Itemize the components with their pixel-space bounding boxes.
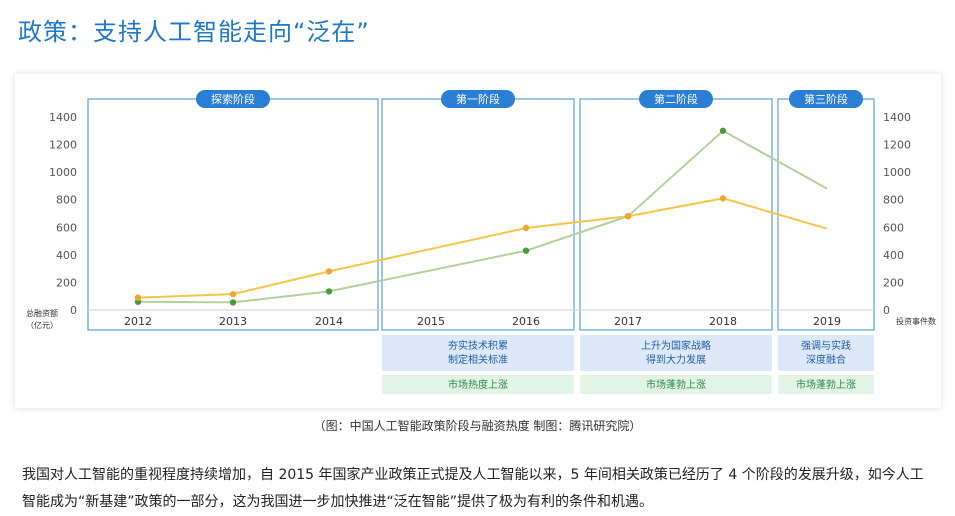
phase-market-label: 市场蓬勃上涨 (646, 378, 706, 391)
funding-data-point (229, 290, 237, 298)
left-axis-tick: 600 (56, 221, 77, 234)
x-axis-tick: 2015 (417, 315, 445, 328)
funding-data-point (325, 268, 333, 275)
phase-description-line: 深度融合 (806, 353, 846, 366)
funding-data-point (522, 224, 530, 232)
phase-box (579, 98, 773, 331)
left-axis-label: 总融资额 (26, 308, 58, 318)
phase-description-line: 夯实技术积累 (448, 339, 508, 352)
phase-description-line: 上升为国家战略 (641, 339, 711, 352)
funding-data-point (624, 213, 632, 220)
phase-market-label: 市场蓬勃上涨 (796, 378, 856, 391)
phase-description-line: 强调与实践 (801, 339, 851, 352)
phase-market-box (778, 375, 874, 394)
funding-data-point (134, 294, 142, 301)
phase-market-box (382, 375, 574, 394)
investment-events-data-point (719, 127, 727, 134)
phase-label-pill (441, 90, 515, 108)
right-axis-tick: 600 (883, 221, 904, 234)
phase-label: 第一阶段 (456, 92, 500, 106)
left-axis-tick: 1000 (49, 166, 77, 179)
phase-market-box (580, 375, 772, 394)
phase-box (381, 98, 575, 331)
left-axis-unit: （亿元） (26, 320, 58, 330)
phase-label-pill (789, 90, 863, 108)
left-axis-tick: 800 (56, 194, 77, 207)
x-axis-tick: 2014 (315, 315, 343, 328)
right-axis-tick: 1400 (883, 111, 911, 124)
investment-events-series-line (137, 129, 828, 304)
body-paragraph: 我国对人工智能的重视程度持续增加，自 2015 年国家产业政策正式提及人工智能以… (22, 467, 924, 510)
phase-description-box (382, 335, 574, 371)
phase-label: 第三阶段 (804, 92, 848, 106)
phase-label: 探索阶段 (211, 92, 255, 106)
phase-description-line: 得到大力发展 (646, 353, 706, 366)
right-axis-label: 投资事件数 (896, 316, 936, 326)
left-axis-tick: 1200 (49, 139, 77, 152)
right-axis-tick: 800 (883, 194, 904, 207)
page-title: 政策：支持人工智能走向“泛在” (18, 18, 370, 46)
x-axis-tick: 2012 (124, 315, 152, 328)
funding-series-line (137, 197, 828, 299)
x-axis-tick: 2017 (614, 315, 642, 328)
phase-label-pill (196, 90, 270, 108)
x-axis-tick: 2016 (512, 315, 540, 328)
investment-events-data-point (325, 288, 333, 295)
phase-label: 第二阶段 (654, 92, 698, 106)
right-axis-tick: 0 (883, 304, 890, 317)
left-axis-tick: 200 (56, 276, 77, 289)
funding-data-point (719, 195, 727, 202)
chart-card: 探索阶段 第一阶段夯实技术积累 制定相关标准 市场热度上涨 第二阶段上升为国家战略 得到大… (15, 74, 941, 408)
right-axis-tick: 400 (883, 249, 904, 262)
right-axis-tick: 200 (883, 276, 904, 289)
phase-description-box (580, 335, 772, 371)
investment-events-data-point (522, 247, 530, 254)
right-axis-tick: 1000 (883, 166, 911, 179)
phase-description-box (778, 335, 874, 371)
investment-events-data-point (229, 299, 237, 306)
left-axis-tick: 400 (56, 249, 77, 262)
phase-box (777, 98, 875, 331)
phase-market-label: 市场热度上涨 (448, 378, 508, 391)
x-axis-tick: 2018 (709, 315, 737, 328)
phase-label-pill (639, 90, 713, 108)
left-axis-tick: 1400 (49, 111, 77, 124)
x-axis-tick: 2013 (219, 315, 247, 328)
left-axis-tick: 0 (70, 304, 77, 317)
chart-caption: （图：中国人工智能政策阶段与融资热度 制图：腾讯研究院） (313, 419, 642, 433)
right-axis-tick: 1200 (883, 139, 911, 152)
x-axis-tick: 2019 (813, 315, 841, 328)
phase-description-line: 制定相关标准 (448, 353, 508, 366)
